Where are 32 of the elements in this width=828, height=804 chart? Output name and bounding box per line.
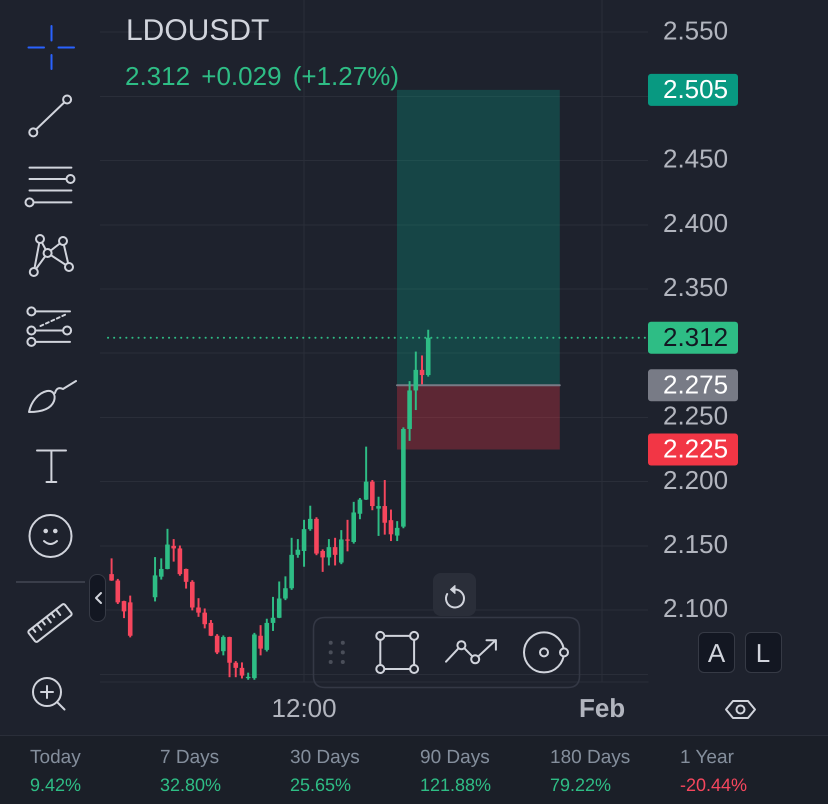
- text: 121.88%: [420, 775, 492, 795]
- y-tick-label: 2.450: [663, 144, 728, 174]
- y-tick-label: 2.550: [663, 15, 728, 46]
- y-tick-label: 2.100: [663, 593, 728, 624]
- text: 25.65%: [290, 775, 352, 795]
- text-button: L: [744, 632, 782, 673]
- candlestick: [376, 496, 381, 536]
- y-tick-label: 2.350: [663, 272, 728, 302]
- text: 2.225: [663, 434, 728, 464]
- candlestick: [171, 539, 176, 562]
- text: 9.42%: [30, 775, 82, 795]
- text-button: A: [698, 632, 735, 673]
- text: -20.44%: [680, 775, 748, 795]
- text: 32.80%: [160, 775, 222, 795]
- ref-line-label: 2.312: [663, 322, 728, 352]
- y-tick-label: 2.250: [663, 400, 728, 431]
- category-label: 1 Year: [680, 746, 735, 770]
- y-tick-label: 2.150: [663, 529, 728, 560]
- text: 2.275: [663, 369, 728, 400]
- category-label: 7 Days: [160, 746, 220, 770]
- category-label: 30 Days: [290, 746, 361, 770]
- text: 79.22%: [550, 775, 612, 795]
- text: 2.505: [663, 74, 728, 104]
- category-label: 180 Days: [550, 746, 632, 770]
- y-tick-label: 2.400: [663, 208, 728, 238]
- text: LDOUSDT: [126, 14, 270, 48]
- x-tick-label: Feb: [578, 692, 626, 723]
- text: 2.312 +0.029 (+1.27%): [125, 61, 399, 91]
- category-label: 90 Days: [420, 746, 491, 770]
- category-label: Today: [30, 746, 82, 770]
- x-tick-label: 12:00: [272, 692, 337, 723]
- y-tick-label: 2.200: [663, 464, 728, 495]
